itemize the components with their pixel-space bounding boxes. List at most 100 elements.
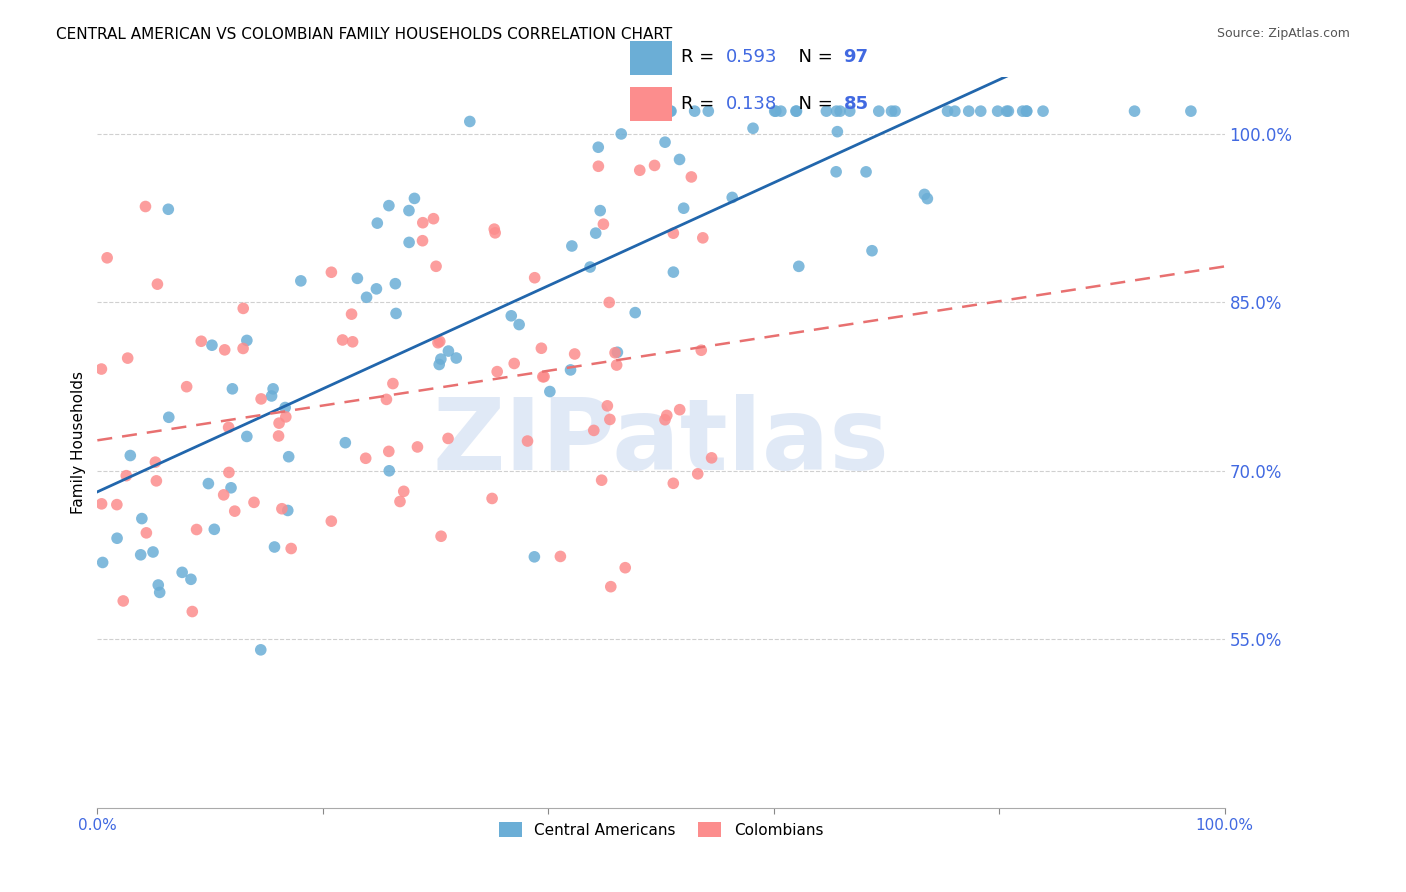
Central Americans [1032,104,1054,119]
Colombians [321,265,343,279]
Central Americans [157,202,180,217]
Colombians [117,351,139,365]
Colombians [342,334,364,349]
Colombians [690,343,713,358]
Central Americans [683,104,706,119]
Central Americans [148,578,170,592]
Central Americans [356,290,378,304]
Text: N =: N = [787,48,839,66]
Central Americans [606,345,628,359]
Colombians [654,413,676,427]
Colombians [392,484,415,499]
Central Americans [1011,104,1033,119]
Colombians [354,451,377,466]
Text: N =: N = [787,95,839,112]
Colombians [692,231,714,245]
Colombians [90,362,112,376]
Colombians [146,277,169,292]
FancyBboxPatch shape [630,87,672,121]
Colombians [588,159,610,173]
Colombians [598,295,620,310]
Colombians [429,334,451,349]
Text: R =: R = [681,48,720,66]
Colombians [437,432,460,446]
Central Americans [404,191,426,205]
Central Americans [366,282,388,296]
Central Americans [149,585,172,599]
Central Americans [827,125,849,139]
Colombians [530,341,553,355]
Colombians [531,369,554,384]
Colombians [378,444,401,458]
Central Americans [610,127,633,141]
Colombians [484,226,506,240]
Colombians [427,335,450,350]
Text: ZIPatlas: ZIPatlas [433,394,890,491]
Colombians [700,450,723,465]
Colombians [614,560,637,574]
Colombians [523,270,546,285]
Central Americans [197,476,219,491]
Colombians [270,501,292,516]
Colombians [375,392,398,407]
Colombians [406,440,429,454]
Colombians [214,343,236,357]
Central Americans [765,104,787,119]
Text: 0.138: 0.138 [725,95,776,112]
Central Americans [1180,104,1202,119]
Central Americans [970,104,993,119]
Colombians [425,260,447,274]
Central Americans [560,363,582,377]
Colombians [381,376,404,391]
Central Americans [769,104,792,119]
Colombians [516,434,538,448]
Colombians [582,424,605,438]
Central Americans [957,104,980,119]
Central Americans [588,140,610,154]
Central Americans [221,382,243,396]
Central Americans [579,260,602,274]
Central Americans [202,522,225,536]
Central Americans [131,511,153,525]
Central Americans [987,104,1010,119]
Colombians [145,474,167,488]
Colombians [644,158,666,172]
Colombians [550,549,572,564]
Central Americans [91,556,114,570]
Central Americans [366,216,388,230]
Central Americans [997,104,1019,119]
Colombians [606,358,628,372]
Central Americans [880,104,903,119]
Colombians [90,497,112,511]
Colombians [662,226,685,240]
Text: 85: 85 [844,95,869,112]
Central Americans [659,104,682,119]
Central Americans [219,481,242,495]
Central Americans [263,540,285,554]
Central Americans [659,104,682,119]
Colombians [218,420,240,434]
Central Americans [917,192,939,206]
Text: R =: R = [681,95,720,112]
Central Americans [868,104,890,119]
Colombians [662,476,685,491]
Colombians [388,494,411,508]
Central Americans [785,104,807,119]
Colombians [422,211,444,226]
Colombians [112,594,135,608]
Central Americans [437,344,460,359]
Colombians [218,466,240,480]
FancyBboxPatch shape [630,41,672,75]
Colombians [212,488,235,502]
Central Americans [561,239,583,253]
Central Americans [508,318,530,332]
Colombians [599,580,621,594]
Colombians [267,429,290,443]
Text: 97: 97 [844,48,869,66]
Central Americans [936,104,959,119]
Colombians [484,222,506,236]
Central Americans [668,153,690,167]
Colombians [655,409,678,423]
Central Americans [277,450,299,464]
Central Americans [912,187,935,202]
